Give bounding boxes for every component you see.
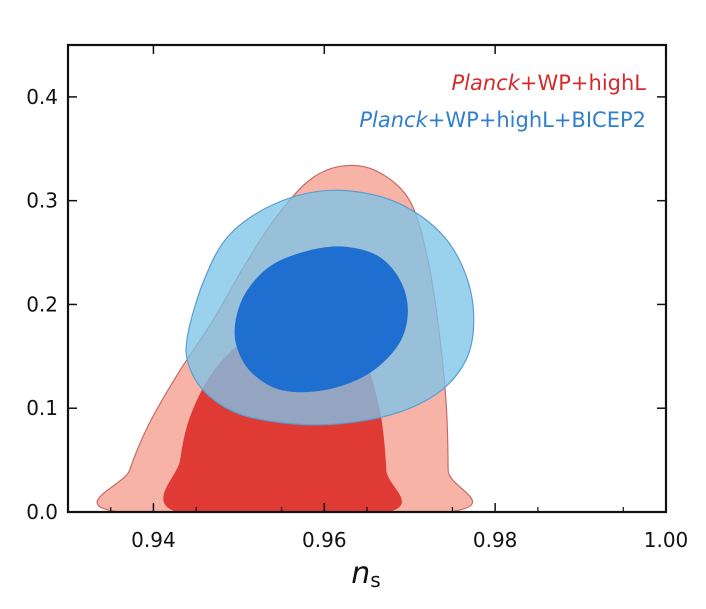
x-axis-label-main: n [351,556,370,591]
x-tick-label: 1.00 [644,528,689,552]
contour-layer [96,164,475,512]
x-axis-label: ns [351,556,380,592]
legend-entry-italic: Planck [359,108,428,132]
y-tick-label: 0.1 [26,396,58,420]
x-tick-label: 0.96 [302,528,347,552]
x-tick-label: 0.98 [473,528,518,552]
legend-entry-planck-wp-highl-bicep2: Planck+WP+highL+BICEP2 [359,108,646,132]
y-tick-label: 0.2 [26,292,58,316]
contour-planck-wp-highl-bicep2-68 [234,246,408,393]
legend-entry-rest: +WP+highL+BICEP2 [428,108,646,132]
x-tick-label: 0.94 [131,528,176,552]
y-tick-label: 0.4 [26,85,58,109]
legend-entry-planck-wp-highl: Planck+WP+highL [452,71,647,95]
y-tick-label: 0.0 [26,500,58,524]
legend-entry-italic: Planck [452,71,521,95]
tick-layer: 0.94 0.96 0.98 1.00 0.0 0.1 0.2 0.3 0.4 [26,45,688,552]
legend-entry-rest: +WP+highL [520,71,646,95]
x-axis-label-subscript: s [370,568,380,592]
y-tick-label: 0.3 [26,189,58,213]
